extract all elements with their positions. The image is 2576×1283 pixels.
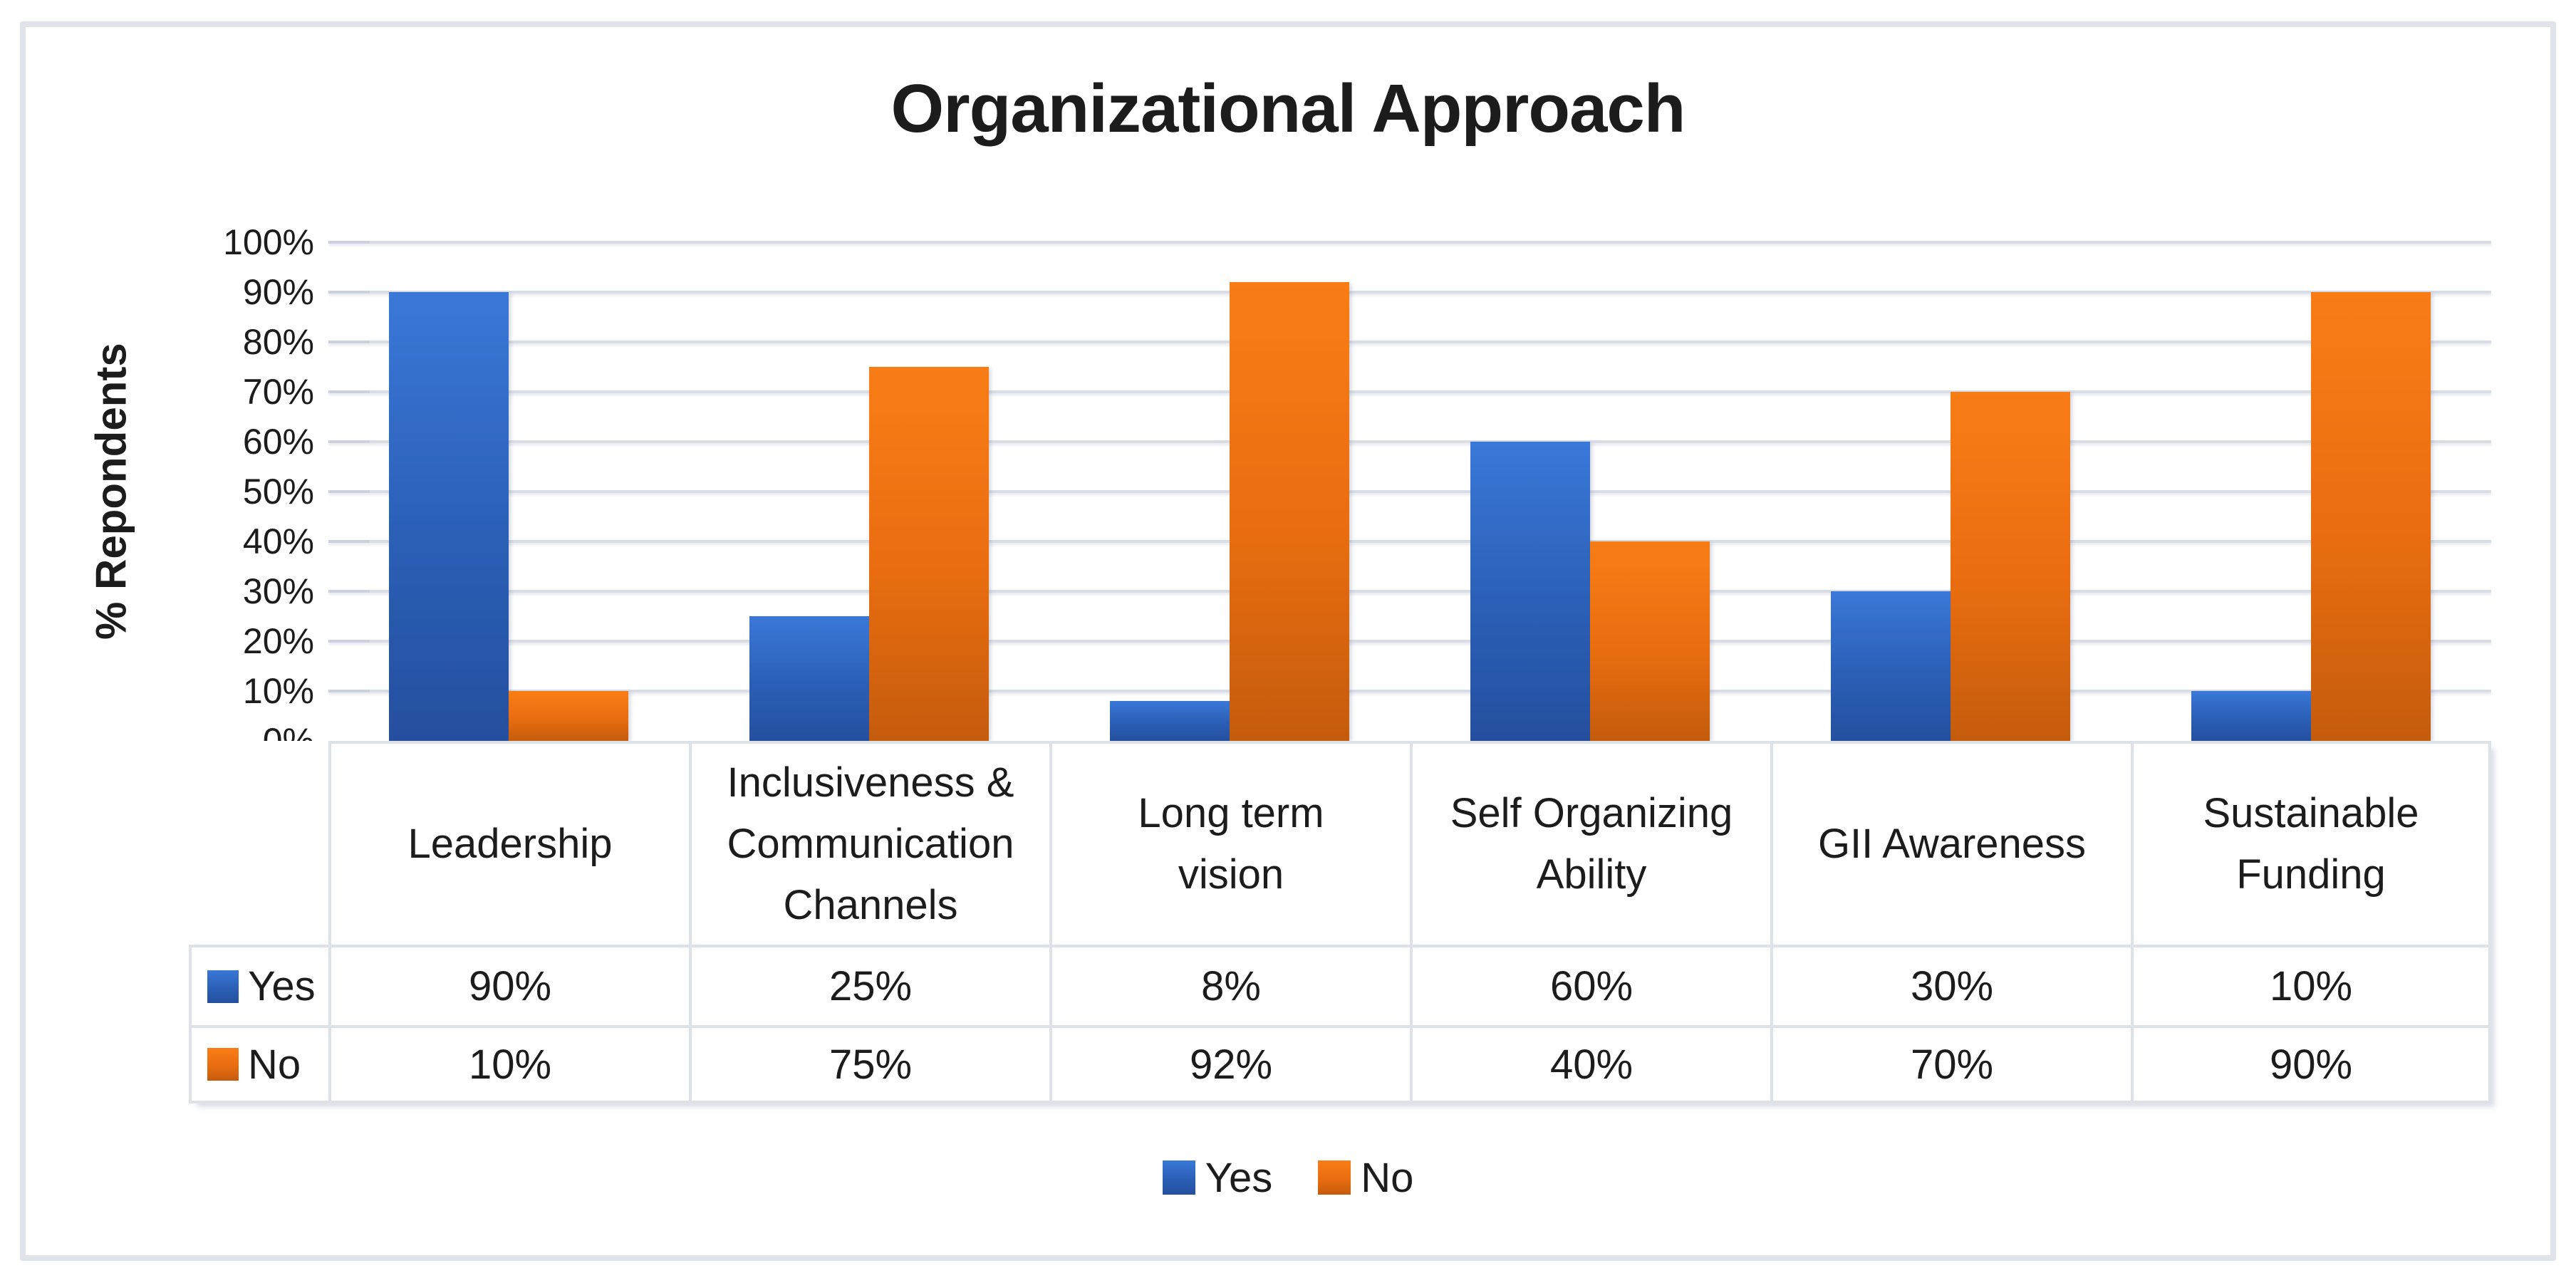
bar-yes-inclusiveness-communication-channels	[749, 616, 869, 741]
y-tick-label-10: 10%	[242, 671, 314, 711]
y-tick-label-70: 70%	[242, 372, 314, 412]
y-axis: 0%10%20%30%40%50%60%70%80%90%100%	[107, 222, 314, 761]
table-value-no-gii-awareness: 70%	[1770, 1025, 2131, 1103]
gridline-90	[328, 291, 2491, 294]
category-line: GII Awareness	[1817, 821, 2087, 867]
category-line: Long term	[1138, 790, 1324, 836]
gridline-60	[328, 440, 2491, 443]
legend-swatch-no-icon	[1318, 1160, 1351, 1195]
table-value-yes-inclusiveness-communication-channels: 25%	[689, 945, 1049, 1025]
legend-swatch-yes-icon	[1162, 1160, 1195, 1195]
bar-no-gii-awareness	[1951, 392, 2070, 741]
category-line: Funding	[2236, 851, 2386, 898]
legend-label-yes: Yes	[1205, 1154, 1273, 1201]
bar-yes-self-organizing-ability	[1470, 442, 1590, 741]
table-value-no-leadership: 10%	[328, 1025, 689, 1103]
axis-tick-10	[328, 690, 370, 692]
legend: Yes No	[20, 1146, 2556, 1210]
bar-no-long-term-vision	[1230, 282, 1349, 741]
table-value-no-self-organizing-ability: 40%	[1410, 1025, 1770, 1103]
table-corner-cell	[189, 741, 328, 945]
table-value-yes-sustainable-funding: 10%	[2131, 945, 2491, 1025]
table-category-self-organizing-ability: Self Organizing Ability	[1410, 741, 1770, 945]
table-row-label-no: No	[248, 1041, 301, 1088]
table-category-sustainable-funding: Sustainable Funding	[2131, 741, 2491, 945]
gridline-30	[328, 590, 2491, 593]
bar-no-self-organizing-ability	[1590, 541, 1710, 741]
y-tick-label-80: 80%	[242, 322, 314, 362]
table-category-gii-awareness: GII Awareness	[1770, 741, 2131, 945]
y-tick-label-20: 20%	[242, 621, 314, 661]
axis-tick-100	[328, 241, 370, 244]
table-category-inclusiveness-communication-channels: Inclusiveness & Communication Channels	[689, 741, 1049, 945]
gridline-40	[328, 540, 2491, 543]
y-tick-label-30: 30%	[242, 571, 314, 611]
axis-tick-40	[328, 540, 370, 543]
axis-tick-70	[328, 390, 370, 393]
axis-tick-80	[328, 341, 370, 343]
axis-tick-60	[328, 440, 370, 443]
y-tick-label-100: 100%	[223, 222, 314, 262]
bar-yes-leadership	[389, 292, 509, 741]
category-line: Leadership	[407, 821, 613, 867]
table-value-yes-self-organizing-ability: 60%	[1410, 945, 1770, 1025]
gridline-100	[328, 241, 2491, 244]
bar-no-sustainable-funding	[2311, 292, 2431, 741]
gridline-50	[328, 490, 2491, 493]
axis-tick-20	[328, 640, 370, 643]
category-line: Self Organizing	[1450, 790, 1733, 836]
y-tick-label-60: 60%	[242, 422, 314, 462]
bar-no-leadership	[509, 691, 628, 741]
gridline-70	[328, 390, 2491, 393]
legend-label-no: No	[1361, 1154, 1414, 1201]
data-table: Leadership Inclusiveness & Communication Ch…	[189, 741, 2491, 1103]
table-value-no-inclusiveness-communication-channels: 75%	[689, 1025, 1049, 1103]
y-tick-label-50: 50%	[242, 472, 314, 511]
gridline-20	[328, 640, 2491, 643]
bar-yes-long-term-vision	[1110, 701, 1230, 741]
legend-key-no-icon	[207, 1048, 239, 1081]
category-line: Ability	[1536, 851, 1647, 898]
legend-key-yes-icon	[207, 970, 239, 1003]
chart-title: Organizational Approach	[890, 71, 1686, 147]
bar-yes-gii-awareness	[1831, 591, 1951, 741]
table-value-no-sustainable-funding: 90%	[2131, 1025, 2491, 1103]
table-value-yes-leadership: 90%	[328, 945, 689, 1025]
table-value-no-long-term-vision: 92%	[1049, 1025, 1410, 1103]
gridline-10	[328, 690, 2491, 692]
table-category-leadership: Leadership	[328, 741, 689, 945]
category-line: Communication	[727, 821, 1014, 867]
category-line: Inclusiveness &	[727, 759, 1014, 806]
axis-tick-30	[328, 590, 370, 593]
table-row-key-yes: Yes	[189, 945, 328, 1025]
table-row-label-yes: Yes	[248, 963, 316, 1009]
legend-item-no: No	[1318, 1154, 1413, 1202]
gridline-80	[328, 341, 2491, 343]
bar-no-inclusiveness-communication-channels	[869, 367, 989, 741]
table-category-long-term-vision: Long term vision	[1049, 741, 1410, 945]
legend-item-yes: Yes	[1162, 1154, 1273, 1202]
y-tick-label-90: 90%	[242, 272, 314, 312]
y-tick-label-40: 40%	[242, 521, 314, 561]
axis-tick-50	[328, 490, 370, 493]
axis-tick-90	[328, 291, 370, 294]
category-line: Channels	[783, 882, 958, 928]
category-line: vision	[1178, 851, 1284, 898]
plot-area	[328, 241, 2491, 741]
table-value-yes-gii-awareness: 30%	[1770, 945, 2131, 1025]
category-line: Sustainable	[2203, 790, 2419, 836]
bar-yes-sustainable-funding	[2191, 691, 2311, 741]
table-row-key-no: No	[189, 1025, 328, 1103]
table-value-yes-long-term-vision: 8%	[1049, 945, 1410, 1025]
